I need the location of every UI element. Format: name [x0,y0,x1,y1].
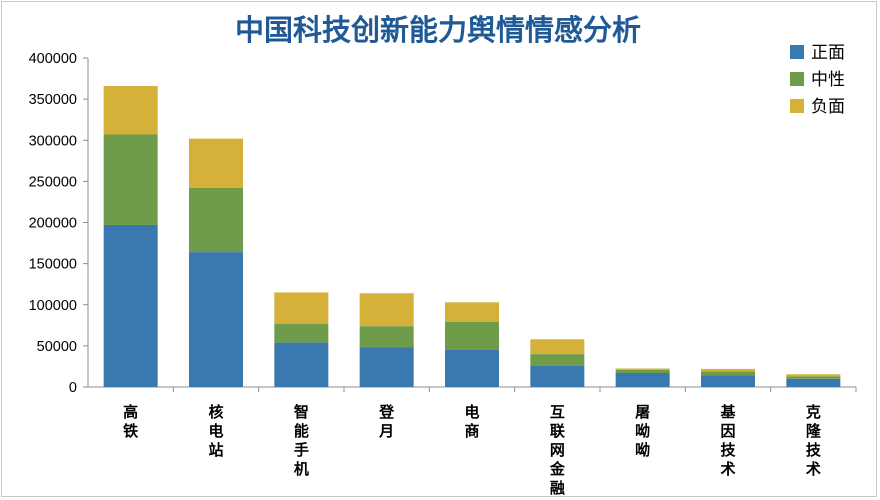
category-label: 克隆技术 [806,403,822,478]
bar-segment [615,368,670,370]
bar-segment [103,85,158,135]
bar-segment [701,375,755,387]
bar-segment [786,374,841,377]
bar-segment [701,371,755,376]
bar-segment [786,376,841,379]
y-tick-label: 50000 [37,339,77,355]
bar-segment [615,369,670,374]
y-tick-label: 0 [69,380,77,396]
bar-segment [274,342,329,387]
bar-segment [786,378,841,387]
category-label: 基因技术 [719,403,736,478]
category-label: 智能手机 [294,403,309,478]
legend-label: 中性 [811,70,845,90]
y-tick-label: 300000 [29,133,77,149]
legend-swatch [790,72,804,86]
bar-segment [615,373,670,387]
bar-segment [274,292,329,324]
bar-segment [530,365,585,387]
bar-segment [530,339,585,355]
category-label: 核电站 [208,403,223,459]
legend-swatch [790,45,804,59]
bar-segment [445,322,499,350]
category-label: 互联网金融 [549,403,566,497]
legend-label: 正面 [811,43,845,63]
legend-label: 负面 [811,97,845,117]
legend-swatch [790,99,804,113]
category-label: 登月 [378,403,395,440]
category-label: 屠呦呦 [635,403,650,459]
y-tick-labels: 0 50000 100000 150000 200000 250000 300000 3500… [29,51,77,396]
category-label: 高铁 [123,403,138,440]
y-tick-label: 400000 [29,51,77,67]
y-tick-label: 350000 [29,92,77,108]
y-tick-label: 100000 [29,298,77,314]
bar-segment [530,354,585,366]
chart-title: 中国科技创新能力舆情情感分析 [235,13,641,47]
y-tick-label: 150000 [29,257,77,273]
bar-segment [359,293,414,327]
bar-segment [274,323,329,343]
y-tick-label: 250000 [29,174,77,190]
category-label: 电商 [464,403,479,440]
bar-segment [189,252,243,387]
bar-segment [189,187,243,253]
bars [103,85,841,387]
bar-segment [189,138,243,188]
bar-segment [359,326,414,348]
bar-segment [359,347,414,387]
bar-segment [103,224,158,387]
bar-segment [445,349,499,387]
category-labels: 高铁 核电站 智能手机 登月 电商 互联网金融 屠呦呦 基因技术 克隆技术 [123,403,822,497]
bar-segment [103,134,158,225]
bar-segment [445,302,499,323]
bar-segment [701,368,755,372]
y-tick-label: 200000 [29,216,77,232]
